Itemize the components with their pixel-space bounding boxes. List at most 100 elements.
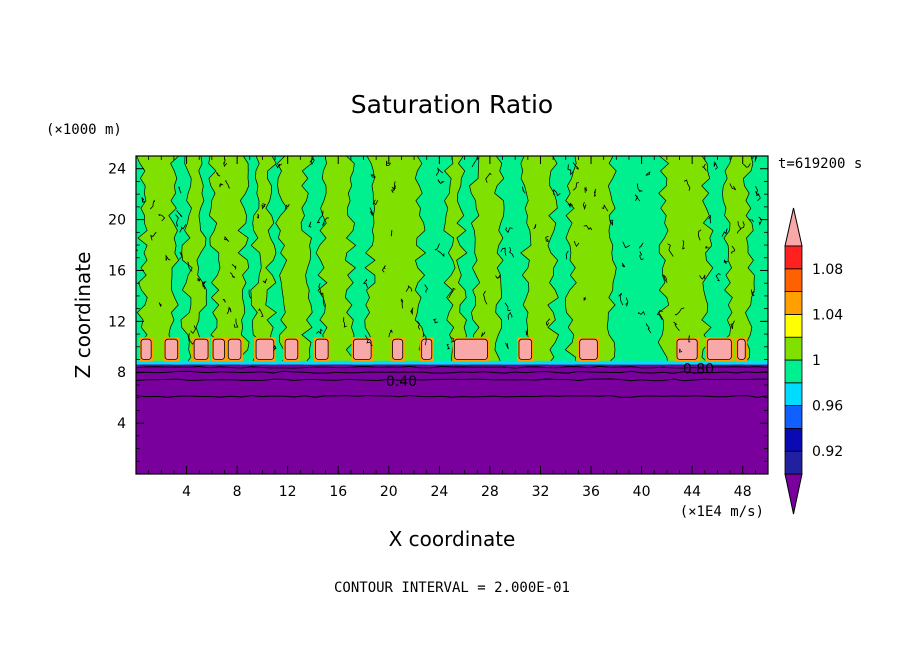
contour-squiggle (572, 182, 580, 191)
contour-squiggle (758, 216, 763, 226)
contour-squiggle (197, 277, 202, 282)
contour-squiggle (533, 224, 537, 230)
contour-squiggle (219, 183, 224, 188)
colorbar-label: 0.96 (812, 399, 843, 415)
contour-squiggle (667, 243, 674, 257)
colorbar-band (784, 359, 803, 384)
contour-squiggle (372, 199, 379, 206)
contour-squiggle (723, 259, 729, 264)
contour-squiggle (316, 328, 323, 335)
x-tick-label: 4 (182, 484, 191, 500)
contour-squiggle (149, 199, 156, 210)
contour-squiggle (362, 278, 369, 289)
contour-squiggle (233, 318, 239, 328)
colorbar-band (784, 313, 803, 338)
contour-squiggle (381, 265, 386, 273)
contour-squiggle (231, 264, 237, 270)
contour-squiggle (388, 329, 393, 338)
chart-title: Saturation Ratio (351, 90, 553, 119)
contour-squiggle (316, 210, 324, 224)
contour-squiggle (258, 308, 264, 318)
x-tick-label: 28 (481, 484, 499, 500)
contour-squiggle (437, 179, 445, 185)
x-tick-label: 20 (380, 484, 398, 500)
contour-line (136, 378, 768, 382)
contour-squiggle (248, 289, 252, 299)
contour-squiggle (507, 311, 513, 320)
contour-labels: 0.40 0.80 (386, 361, 714, 390)
contour-squiggle (625, 297, 629, 307)
contour-squiggle (437, 250, 445, 258)
colorbar-band (784, 291, 803, 315)
contour-squiggle (405, 285, 413, 292)
x-tick-label: 32 (532, 484, 550, 500)
contour-squiggle (567, 164, 574, 176)
colorbar: 0.92 0.96 1 1.04 1.08 (784, 207, 843, 515)
y-axis-unit: (×1000 m) (46, 122, 122, 138)
contour-squiggle (593, 188, 597, 197)
contour-line (136, 370, 768, 374)
contour-squiggle (201, 280, 207, 290)
cloud-block (140, 338, 152, 360)
contour-squiggle (525, 328, 528, 336)
contour-squiggle (141, 197, 146, 203)
x-tick-label: 40 (633, 484, 651, 500)
contour-squiggle (179, 224, 187, 233)
contour-squiggle (224, 235, 230, 242)
x-axis-ticks: 4 8 12 16 20 24 28 32 36 40 44 48 (148, 156, 756, 500)
contour-squiggle (177, 186, 182, 194)
contour-squiggle (410, 307, 414, 316)
contour-squiggle (400, 298, 404, 309)
contour-interval-footer: CONTOUR INTERVAL = 2.000E-01 (334, 580, 570, 596)
colorbar-label: 1.04 (812, 307, 843, 323)
cloud-block (227, 338, 242, 360)
contour-squiggle (165, 254, 171, 261)
contour-squiggle (480, 331, 486, 337)
contour-squiggle (636, 183, 643, 193)
contour-squiggle (688, 335, 691, 343)
contour-squiggle (708, 215, 712, 224)
contour-squiggle (618, 292, 624, 306)
y-tick-label: 8 (117, 365, 126, 381)
contour-lines (136, 156, 768, 398)
contour-squiggle (422, 333, 427, 346)
y-tick-label: 20 (108, 213, 126, 229)
contour-label: 0.80 (683, 361, 714, 377)
contour-squiggle (229, 272, 236, 278)
cloud-block (315, 338, 329, 360)
contour-squiggle (622, 241, 631, 249)
contour-squiggle (188, 332, 195, 345)
contour-squiggle (639, 242, 644, 249)
cloud-block (353, 338, 372, 360)
contour-squiggle (448, 287, 456, 299)
contour-squiggle (751, 156, 757, 163)
contour-squiggle (756, 193, 761, 202)
contour-squiggle (435, 167, 444, 176)
x-tick-label: 16 (329, 484, 347, 500)
contour-squiggle (656, 310, 663, 320)
contour-squiggle (522, 186, 526, 194)
contour-squiggle (190, 325, 197, 334)
x-tick-label: 48 (734, 484, 752, 500)
contour-squiggle (573, 240, 580, 248)
contour-squiggle (715, 272, 721, 282)
contour-squiggle (390, 186, 396, 194)
contour-squiggle (322, 217, 330, 226)
contour-squiggle (178, 251, 183, 260)
x-tick-label: 36 (582, 484, 600, 500)
contour-squiggle (158, 302, 162, 307)
contour-squiggle (645, 323, 652, 334)
x-tick-label: 8 (233, 484, 242, 500)
contour-squiggle (713, 161, 718, 170)
contour-squiggle (509, 246, 515, 258)
cloud-block (193, 338, 209, 360)
y-tick-label: 4 (117, 416, 126, 432)
contour-squiggle (483, 290, 488, 305)
contour-squiggle (176, 210, 183, 218)
colorbar-band (784, 405, 803, 429)
contour-squiggle (662, 274, 668, 283)
contour-squiggle (742, 163, 751, 168)
contour-squiggle (504, 302, 511, 312)
contour-squiggle (572, 162, 579, 170)
contour-squiggle (308, 221, 312, 228)
